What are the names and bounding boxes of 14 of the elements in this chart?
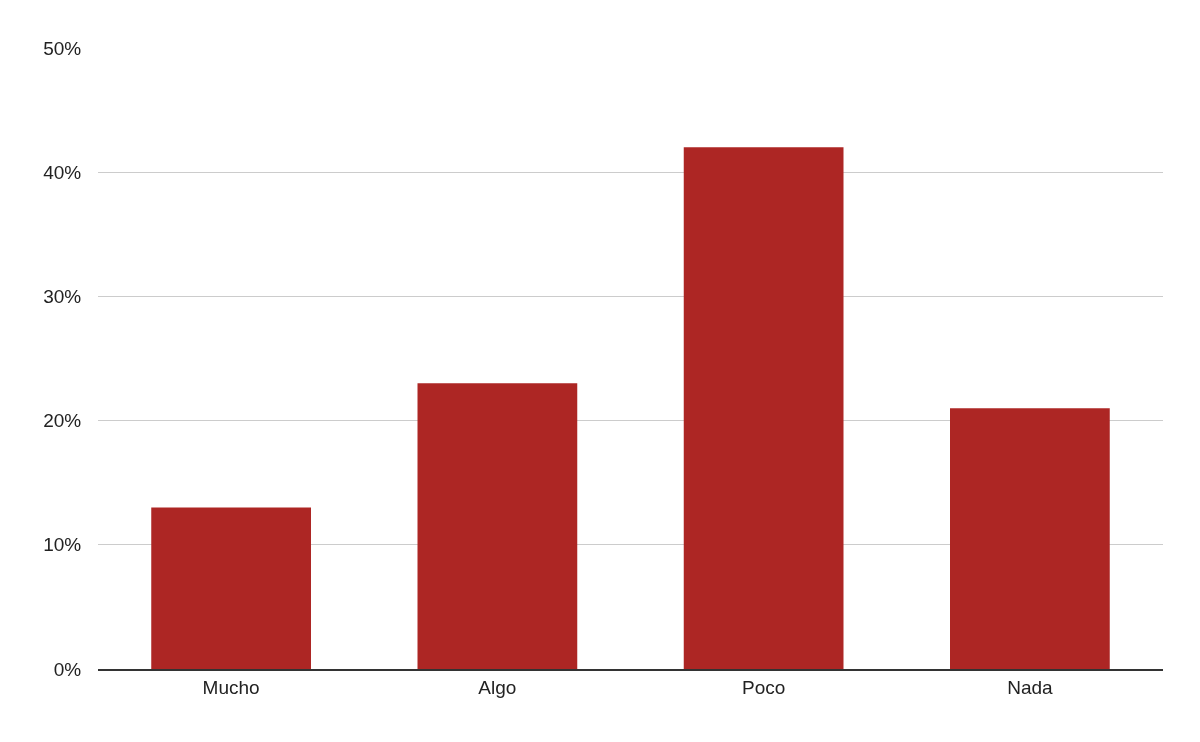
y-tick-label: 30%	[43, 286, 82, 308]
y-tick-label: 0%	[53, 658, 82, 680]
x-tick-label: Algo	[478, 676, 517, 698]
y-tick-label: 50%	[43, 37, 82, 59]
bar	[151, 507, 311, 669]
y-tick-label: 20%	[43, 410, 82, 432]
x-tick-label: Nada	[1007, 676, 1054, 698]
bar	[683, 147, 844, 669]
x-tick-label: Poco	[741, 676, 786, 698]
y-tick-label: 40%	[43, 161, 82, 183]
bar	[950, 408, 1110, 669]
y-tick-label: 10%	[43, 534, 82, 556]
bar	[417, 383, 578, 669]
x-tick-label: Mucho	[202, 676, 260, 698]
